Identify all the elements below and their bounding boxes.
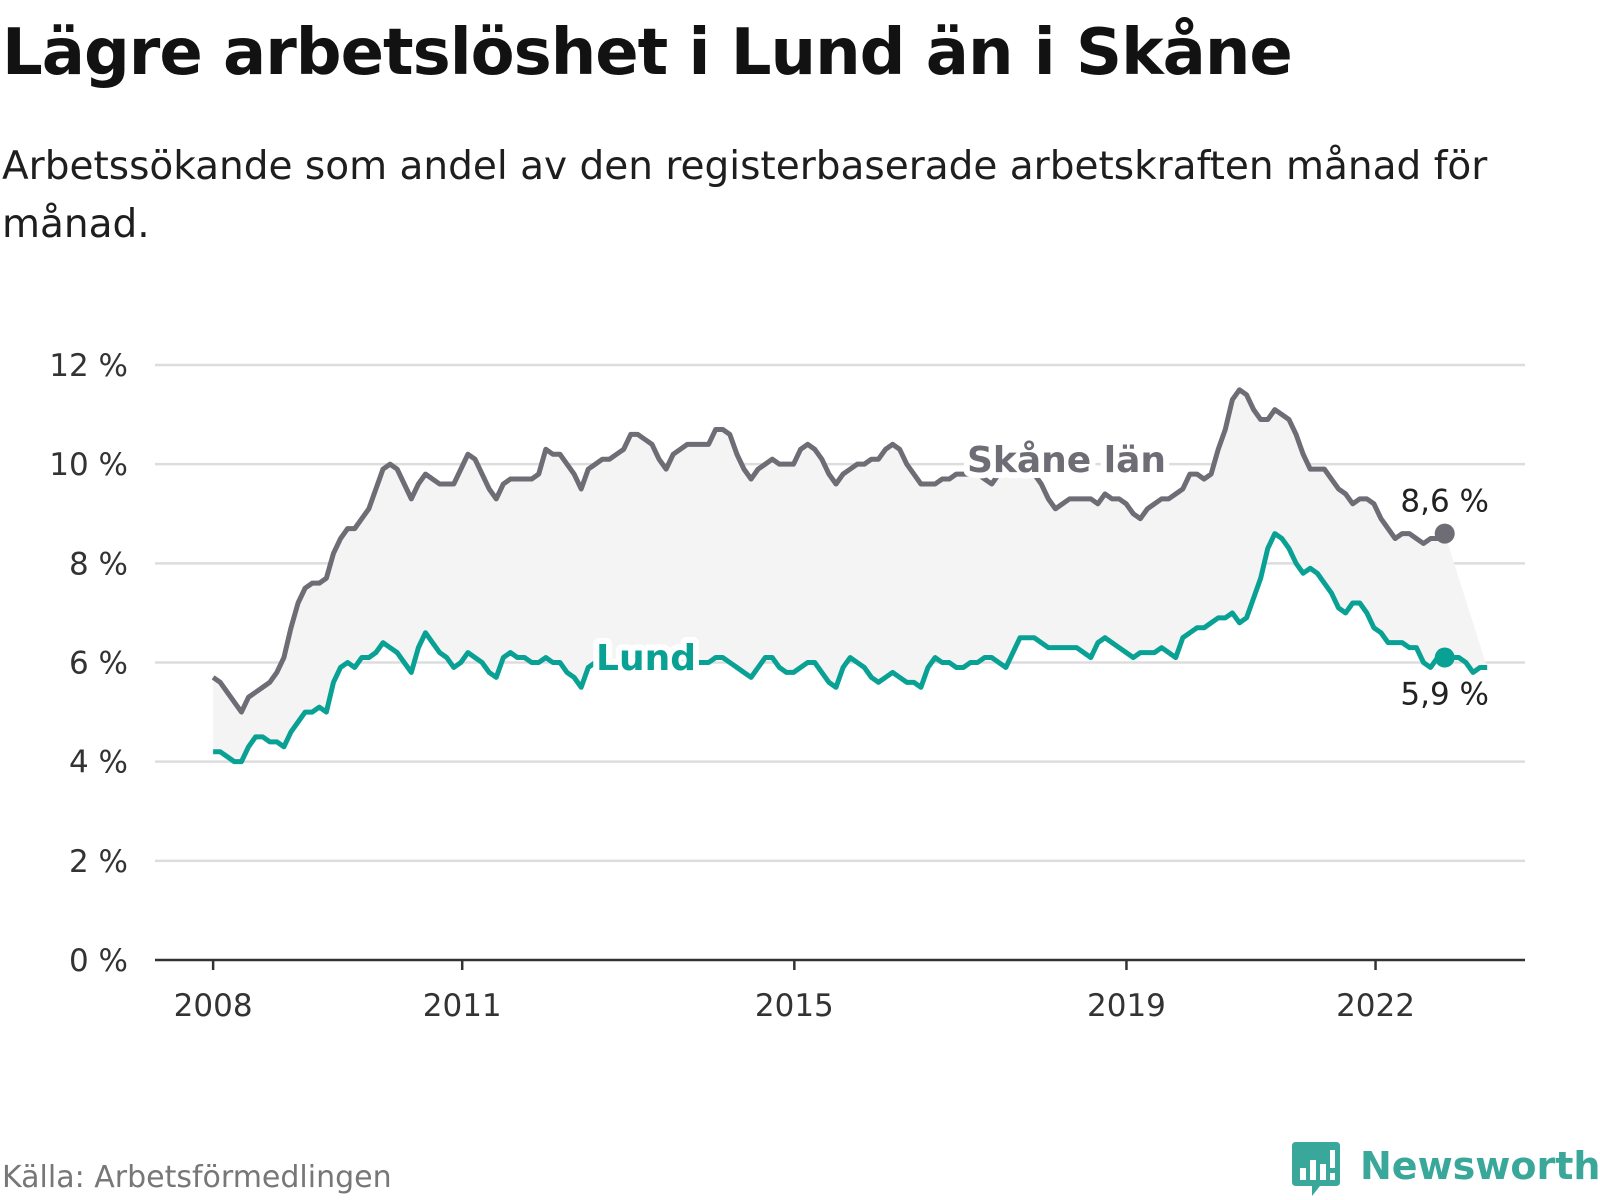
gap-band <box>213 389 1488 762</box>
series-line-skane <box>211 387 1447 715</box>
x-tick-label: 2019 <box>1087 988 1166 1024</box>
brand-logo: Newsworthy <box>1290 1138 1600 1198</box>
end-point-skane <box>1434 523 1455 544</box>
y-tick-label: 10 % <box>49 447 128 483</box>
y-tick-label: 8 % <box>69 546 128 582</box>
series-label-lund-halo: Lund <box>596 638 696 679</box>
end-label-lund: 5,9 % <box>1400 677 1489 713</box>
series-label-lund: Lund <box>596 638 696 679</box>
x-tick-label: 2015 <box>755 988 834 1024</box>
x-tick-label: 2022 <box>1336 988 1415 1024</box>
series-label-skane: Skåne län <box>967 440 1166 481</box>
y-tick-label: 0 % <box>69 943 128 979</box>
chart-subtitle: Arbetssökande som andel av den registerb… <box>2 144 1488 247</box>
line-chart: 0 % 2 % 4 % 6 % 8 % 10 % 12 % 2008 2011 2015 2019 2… <box>49 348 1525 1024</box>
series-line-lund <box>213 531 1488 765</box>
y-tick-label: 12 % <box>49 348 128 384</box>
series-label-skane-halo: Skåne län <box>967 440 1166 481</box>
brand-name: Newsworthy <box>1360 1144 1600 1188</box>
y-tick-label: 4 % <box>69 745 128 781</box>
x-tick-label: 2011 <box>423 988 502 1024</box>
x-tick-label: 2008 <box>174 988 253 1024</box>
y-tick-label: 2 % <box>69 844 128 880</box>
chart-title: Lägre arbetslöshet i Lund än i Skåne <box>2 16 1293 90</box>
y-tick-label: 6 % <box>69 646 128 682</box>
newsworthy-logo-icon <box>1292 1142 1340 1196</box>
end-label-skane: 8,6 % <box>1400 484 1489 520</box>
end-point-lund <box>1434 647 1455 668</box>
source-note: Källa: Arbetsförmedlingen <box>2 1160 392 1195</box>
